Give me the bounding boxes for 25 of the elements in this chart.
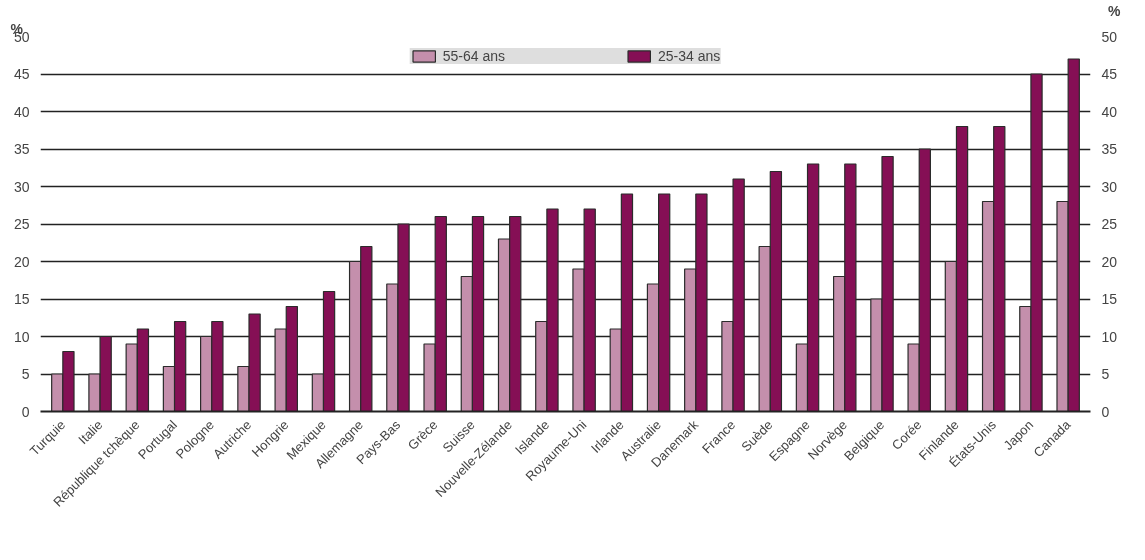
y2-tick-label: 20 <box>1101 253 1118 270</box>
y2-tick-label: 10 <box>1101 328 1118 345</box>
x-tick-label: Italie <box>75 417 106 448</box>
y2-tick-label: 30 <box>1101 178 1118 195</box>
y-tick-label: 25 <box>13 216 30 232</box>
y2-tick-label: 5 <box>1101 366 1110 382</box>
y2-tick-label: 25 <box>1101 216 1118 232</box>
y-tick-label: 35 <box>13 141 30 157</box>
y2-tick-label: 15 <box>1101 291 1118 307</box>
legend-label: 55-64 ans <box>442 48 505 64</box>
y-tick-label: 0 <box>21 403 30 420</box>
y2-tick-label: 35 <box>1101 141 1118 157</box>
y-tick-label: 15 <box>13 291 30 307</box>
y2-tick-label: 40 <box>1101 103 1118 120</box>
y-tick-label: 10 <box>13 328 30 345</box>
y2-tick-label: 50 <box>1101 28 1118 45</box>
y-tick-label: 5 <box>21 366 30 382</box>
legend-label: 25-34 ans <box>658 48 721 64</box>
y-tick-label: 30 <box>13 178 30 195</box>
y-tick-label: 40 <box>13 103 30 120</box>
y2-axis-title: % <box>1108 2 1122 19</box>
y2-tick-label: 45 <box>1101 66 1118 82</box>
y-tick-label: 20 <box>13 253 30 270</box>
y2-tick-label: 0 <box>1101 403 1110 420</box>
y-tick-label: 45 <box>13 66 30 82</box>
